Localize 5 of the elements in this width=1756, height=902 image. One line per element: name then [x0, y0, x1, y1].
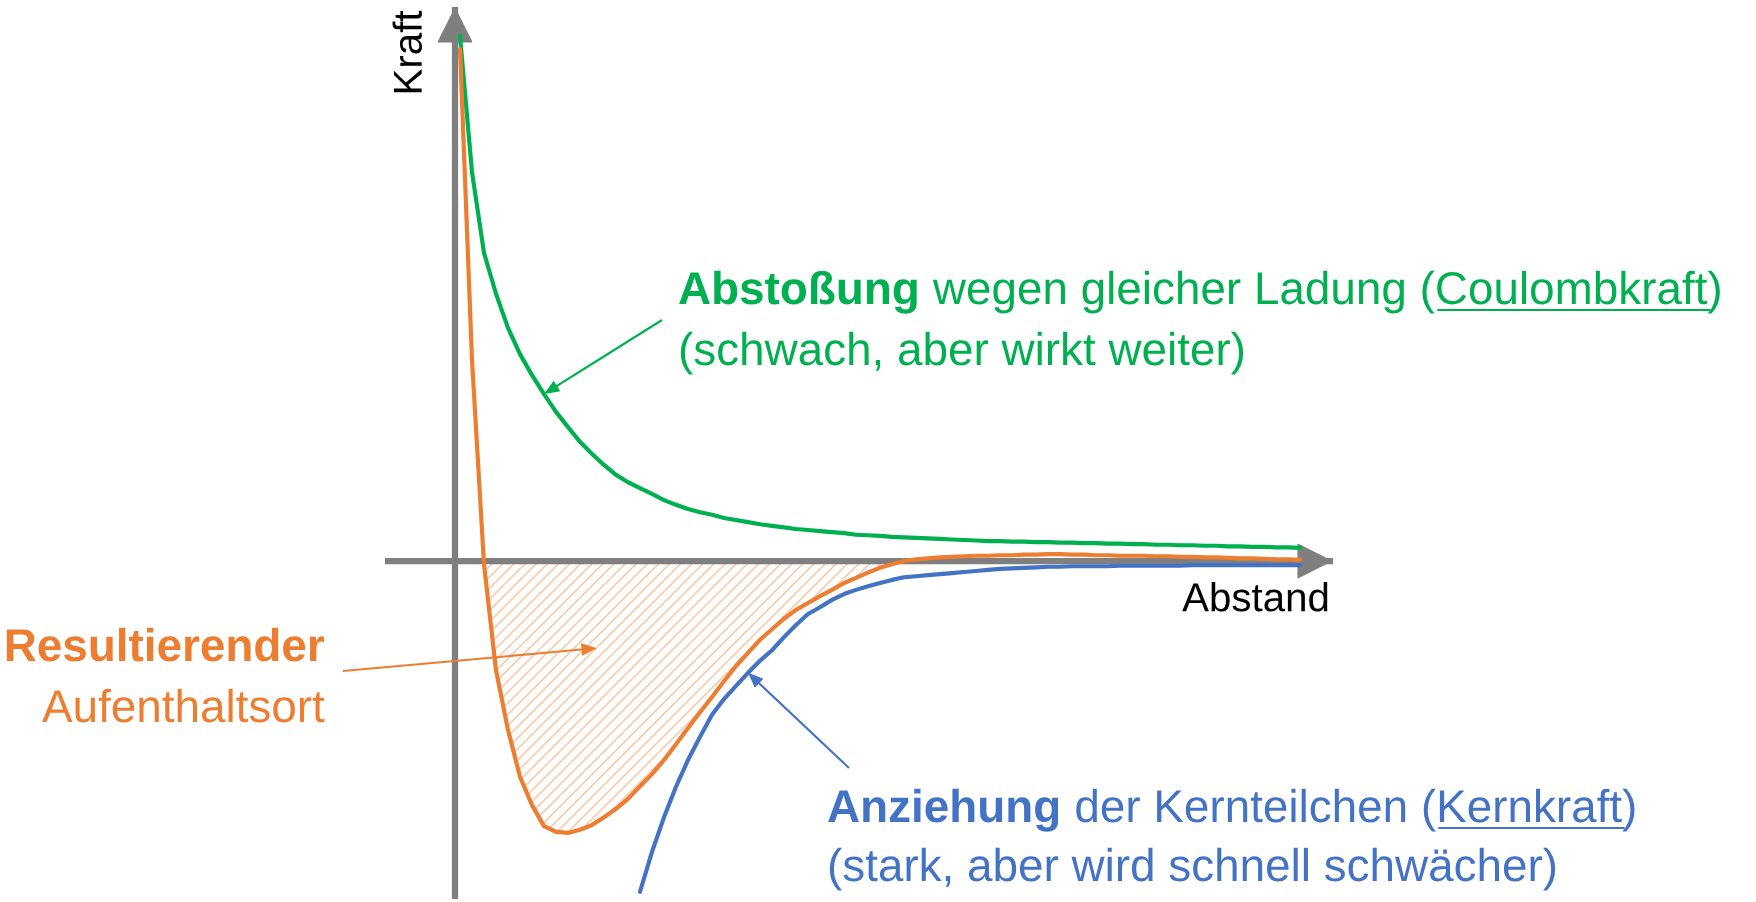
y-axis-title: Kraft [392, 10, 423, 93]
x-axis-title: Abstand [1182, 582, 1328, 612]
annotation: Anziehung der Kernteilchen (Kernkraft) (stark, aber wird schnell schwächer) [828, 788, 1635, 891]
annotation: Abstoßung wegen gleicher Ladung (Coulombkraft) (schwach, aber wirkt weiter) [679, 270, 1720, 375]
text: Resultierender Aufenthaltsort [6, 627, 325, 723]
